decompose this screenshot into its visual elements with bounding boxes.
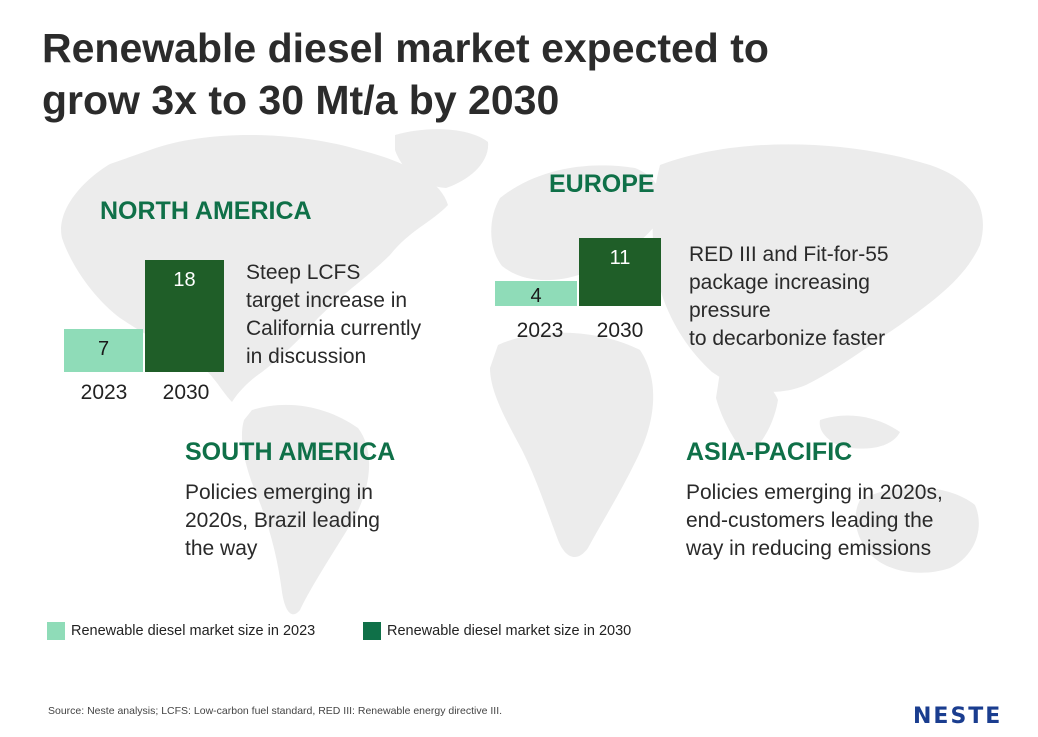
north-america-description: Steep LCFS target increase in California… [246, 261, 422, 368]
north-america-value-2030: 18 [173, 269, 196, 292]
north-america-bar-2023 [64, 328, 143, 372]
europe-value-2023: 4 [530, 285, 542, 308]
south-america-heading: SOUTH AMERICA [185, 438, 396, 466]
asia-pacific-description: Policies emerging in 2020s, end-customer… [686, 481, 943, 560]
legend-swatch-2030 [363, 622, 381, 640]
europe-heading: EUROPE [549, 170, 655, 198]
source-note: Source: Neste analysis; LCFS: Low-carbon… [48, 705, 503, 717]
asia-pacific-heading: ASIA-PACIFIC [686, 438, 853, 466]
north-america-year-2023: 2023 [80, 381, 128, 404]
page-title: Renewable diesel market expected to grow… [42, 25, 769, 123]
neste-logo: NESTE [913, 704, 1003, 729]
legend-label-2030: Renewable diesel market size in 2030 [387, 623, 632, 639]
europe-bar-2023 [495, 281, 577, 306]
legend-item-2030: Renewable diesel market size in 2030 [363, 622, 631, 640]
europe-year-2023: 2023 [516, 319, 564, 342]
europe-description: RED III and Fit-for-55 package increasin… [689, 243, 889, 350]
north-america-heading: NORTH AMERICA [100, 197, 312, 225]
europe-year-2030: 2030 [596, 319, 644, 342]
europe-value-2030: 11 [609, 246, 631, 269]
north-america-value-2023: 7 [97, 338, 110, 361]
legend-item-2023: Renewable diesel market size in 2023 [47, 622, 315, 640]
legend-label-2023: Renewable diesel market size in 2023 [71, 623, 316, 639]
europe-bar-2030 [579, 237, 661, 306]
north-america-bar-2030 [145, 260, 224, 372]
legend-swatch-2023 [47, 622, 65, 640]
north-america-year-2030: 2030 [162, 381, 210, 404]
south-america-description: Policies emerging in 2020s, Brazil leadi… [185, 481, 380, 560]
